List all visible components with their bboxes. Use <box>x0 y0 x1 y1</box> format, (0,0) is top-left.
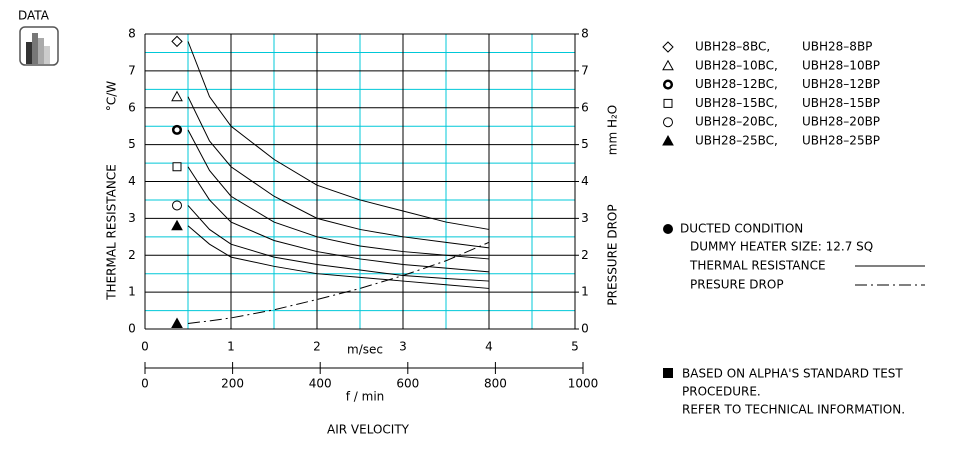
note-condition: DUCTED CONDITION <box>680 222 803 236</box>
marker <box>662 134 674 146</box>
legend-label: UBH28–8BP <box>802 40 872 54</box>
series-line <box>187 41 490 230</box>
series-line <box>187 166 490 273</box>
x2-tick-label: 600 <box>396 377 419 391</box>
note-thermal: THERMAL RESISTANCE <box>689 259 826 273</box>
x2-unit-label: f / min <box>346 390 385 404</box>
legend-label: UBH28–8BC, <box>695 40 770 54</box>
marker <box>171 219 183 231</box>
x2-tick-label: 400 <box>309 377 332 391</box>
y-tick-label: 8 <box>128 27 136 41</box>
y2-tick-label: 5 <box>581 137 589 151</box>
marker <box>662 41 674 53</box>
x2-tick-label: 1000 <box>568 377 599 391</box>
x-tick-label: 5 <box>571 340 579 354</box>
y-tick-label: 5 <box>128 137 136 151</box>
y2-tick-label: 8 <box>581 27 589 41</box>
x2-tick-label: 0 <box>141 377 149 391</box>
legend-label: PRESURE DROP <box>690 278 784 292</box>
marker <box>172 162 182 172</box>
y-tick-label: 6 <box>128 100 136 114</box>
x-unit-label: m/sec <box>347 343 383 357</box>
marker <box>663 98 673 108</box>
x2-tick-label: 800 <box>484 377 507 391</box>
y2-tick-label: 2 <box>581 248 589 262</box>
x-tick-label: 3 <box>399 340 407 354</box>
y2-tick-label: 6 <box>581 100 589 114</box>
legend-label: UBH28–20BC, <box>695 115 778 129</box>
marker <box>171 124 183 135</box>
series-line <box>187 205 490 282</box>
y-tick-label: 4 <box>128 174 136 188</box>
y2-tick-label: 3 <box>581 211 589 225</box>
series-line <box>187 225 490 289</box>
y-axis-title: THERMAL RESISTANCE <box>105 164 119 301</box>
note-bullet <box>663 224 673 234</box>
x-tick-label: 4 <box>485 340 493 354</box>
note-heater: DUMMY HEATER SIZE: 12.7 SQ <box>690 240 873 254</box>
y2-tick-label: 7 <box>581 63 589 77</box>
y2-unit-label: mm H₂O <box>606 105 620 155</box>
x2-tick-label: 200 <box>221 377 244 391</box>
y2-axis-title: PRESSURE DROP <box>606 204 620 305</box>
marker <box>171 35 183 48</box>
x-tick-label: 2 <box>313 340 321 354</box>
y-tick-label: 3 <box>128 211 136 225</box>
y-tick-label: 0 <box>128 322 136 336</box>
x-tick-label: 0 <box>141 340 149 354</box>
x-tick-label: 1 <box>227 340 235 354</box>
marker <box>662 59 674 71</box>
legend-label: UBH28–10BC, <box>695 58 778 72</box>
legend-label: UBH28–25BP <box>802 134 880 148</box>
y-tick-label: 7 <box>128 63 136 77</box>
marker <box>172 200 182 211</box>
marker <box>171 90 183 102</box>
x-axis-title: AIR VELOCITY <box>327 423 410 437</box>
y2-tick-label: 0 <box>581 322 589 336</box>
legend-label: UBH28–25BC, <box>695 134 778 148</box>
legend-label: UBH28–20BP <box>802 115 880 129</box>
legend-label: UBH28–12BP <box>802 77 880 91</box>
footnote-line: PROCEDURE. <box>682 385 761 399</box>
y-unit-label: °C/W <box>105 81 119 111</box>
legend-label: UBH28–15BC, <box>695 96 778 110</box>
footnote-line: REFER TO TECHNICAL INFORMATION. <box>682 403 905 417</box>
badge-icon <box>19 26 59 66</box>
legend-label: UBH28–12BC, <box>695 77 778 91</box>
series-line <box>187 96 490 249</box>
marker <box>171 317 183 328</box>
legend-label: UBH28–10BP <box>802 58 880 72</box>
footnote-line: BASED ON ALPHA'S STANDARD TEST <box>682 367 903 381</box>
y2-tick-label: 4 <box>581 174 589 188</box>
y-tick-label: 1 <box>128 285 136 299</box>
y-tick-label: 2 <box>128 248 136 262</box>
marker <box>663 117 673 128</box>
legend-label: UBH28–15BP <box>802 96 880 110</box>
badge-label: DATA <box>18 9 50 23</box>
series-line <box>187 129 490 260</box>
y2-tick-label: 1 <box>581 285 589 299</box>
series-line <box>187 241 490 324</box>
footnote-bullet <box>663 368 673 378</box>
marker <box>662 79 674 90</box>
